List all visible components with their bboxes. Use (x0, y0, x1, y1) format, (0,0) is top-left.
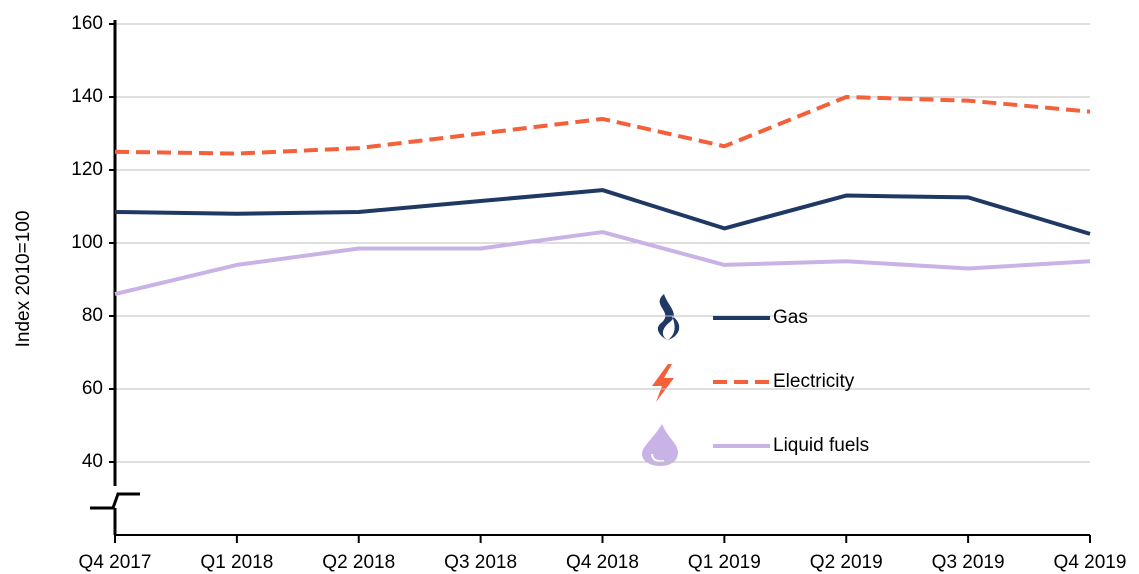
y-tick-label: 120 (71, 159, 103, 180)
legend-label: Liquid fuels (773, 435, 869, 456)
series-line (114, 230, 1091, 297)
legend-label: Electricity (773, 371, 855, 392)
series-line (114, 188, 1091, 236)
axis-break (90, 492, 140, 510)
y-tick-label: 40 (82, 451, 103, 472)
legend-icons (642, 294, 680, 466)
y-axis-label: Index 2010=100 (13, 211, 34, 348)
y-tick-label: 100 (71, 232, 103, 253)
gas-icon (657, 294, 680, 340)
legend-label: Gas (773, 307, 808, 328)
series-line (114, 95, 1091, 156)
x-tick-label: Q4 2019 (1054, 552, 1127, 573)
y-tick-label: 60 (82, 378, 103, 399)
electricity-icon (652, 364, 674, 402)
liquid-fuels-icon-shine (651, 453, 665, 463)
liquid-fuels-icon (642, 424, 678, 466)
x-tick-label: Q4 2017 (79, 552, 152, 573)
y-tick-label: 140 (71, 86, 103, 107)
x-tick-label: Q3 2018 (444, 552, 517, 573)
x-tick-label: Q4 2018 (566, 552, 639, 573)
x-tick-label: Q1 2019 (688, 552, 761, 573)
x-tick-label: Q2 2018 (322, 552, 395, 573)
y-tick-label: 160 (71, 13, 103, 34)
x-tick-label: Q3 2019 (932, 552, 1005, 573)
axis-break-gap (107, 486, 123, 508)
x-tick-label: Q2 2019 (810, 552, 883, 573)
x-tick-label: Q1 2018 (200, 552, 273, 573)
y-tick-label: 80 (82, 305, 103, 326)
